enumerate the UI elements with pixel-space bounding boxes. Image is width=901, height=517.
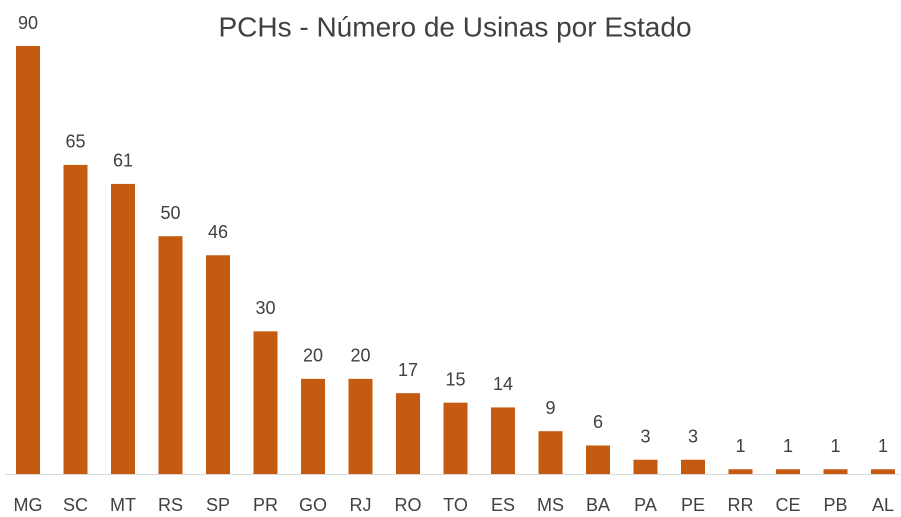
value-label: 15 [445, 369, 465, 389]
x-tick-label: PA [634, 495, 657, 515]
bar [443, 402, 468, 474]
x-tick-label: ES [491, 495, 515, 515]
bar [396, 393, 420, 474]
x-tick-label: GO [299, 495, 327, 515]
bar [16, 46, 40, 474]
value-label: 14 [493, 374, 513, 394]
value-label: 17 [398, 360, 418, 380]
value-label: 50 [160, 203, 180, 223]
bar [633, 459, 658, 474]
chart-title: PCHs - Número de Usinas por Estado [218, 11, 691, 42]
bar [111, 183, 135, 474]
bar [681, 459, 705, 474]
x-tick-label: CE [775, 495, 800, 515]
x-tick-label: MG [14, 495, 43, 515]
value-label: 3 [640, 426, 650, 446]
value-label: 30 [255, 298, 275, 318]
bar [348, 378, 373, 474]
value-label: 9 [545, 398, 555, 418]
x-tick-label: BA [586, 495, 610, 515]
x-tick-label: RJ [350, 495, 372, 515]
value-label: 1 [830, 436, 840, 456]
value-label: 61 [113, 151, 133, 171]
bar [206, 255, 230, 474]
bar [63, 164, 88, 474]
value-label: 1 [735, 436, 745, 456]
x-tick-label: RO [395, 495, 422, 515]
x-tick-label: SC [63, 495, 88, 515]
x-tick-label: RR [728, 495, 754, 515]
bar [538, 431, 563, 474]
x-tick-label: RS [158, 495, 183, 515]
bar [728, 469, 753, 474]
bar [871, 469, 895, 474]
bar [491, 407, 515, 474]
bar [823, 469, 848, 474]
x-tick-label: PB [823, 495, 847, 515]
bar [158, 236, 183, 474]
value-label: 6 [593, 412, 603, 432]
bar [586, 445, 610, 474]
x-tick-label: MS [537, 495, 564, 515]
value-label: 20 [350, 346, 370, 366]
x-tick-label: PR [253, 495, 278, 515]
value-label: 1 [878, 436, 888, 456]
value-label: 1 [783, 436, 793, 456]
x-tick-label: AL [872, 495, 894, 515]
x-tick-label: PE [681, 495, 705, 515]
x-tick-label: MT [110, 495, 136, 515]
value-label: 3 [688, 426, 698, 446]
bar [301, 378, 325, 474]
x-tick-label: SP [206, 495, 230, 515]
x-tick-label: TO [443, 495, 468, 515]
value-label: 20 [303, 346, 323, 366]
value-label: 90 [18, 13, 38, 33]
value-label: 65 [65, 132, 85, 152]
bar [253, 331, 278, 474]
bar [776, 469, 800, 474]
value-label: 46 [208, 222, 228, 242]
